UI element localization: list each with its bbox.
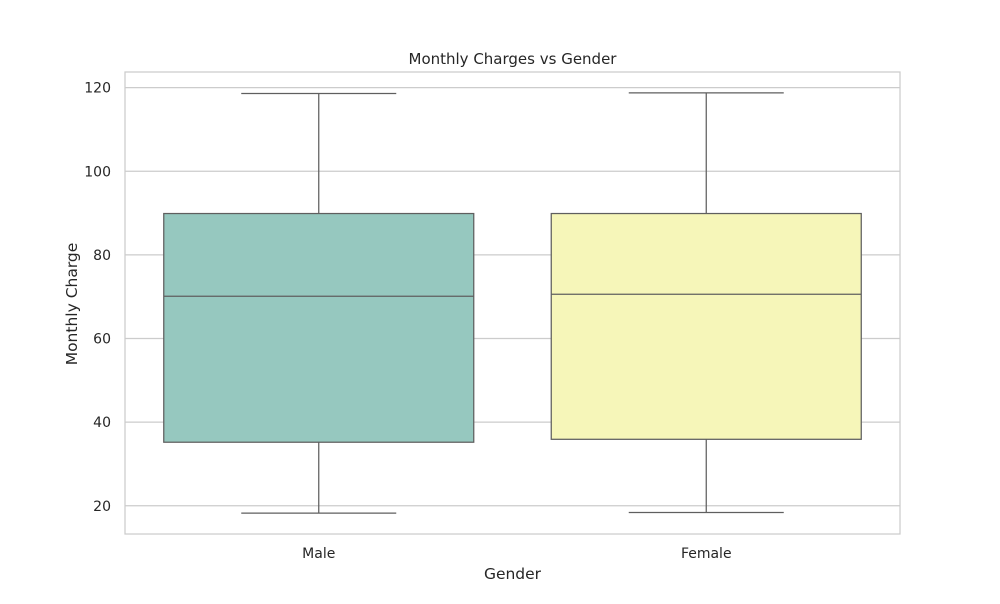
y-axis-label: Monthly Charge xyxy=(63,243,81,366)
y-tick-label: 40 xyxy=(93,415,111,431)
x-axis-label: Gender xyxy=(484,565,542,583)
y-tick-label: 120 xyxy=(84,81,111,97)
x-tick-label: Male xyxy=(302,546,335,562)
boxes xyxy=(163,92,862,514)
y-tick-label: 80 xyxy=(93,248,111,264)
y-axis-ticks: 20 40 60 80 100 120 xyxy=(84,81,111,515)
y-tick-label: 60 xyxy=(93,332,111,348)
y-tick-label: 100 xyxy=(84,164,111,180)
plot-frame xyxy=(124,71,901,535)
x-tick-label: Female xyxy=(681,546,732,562)
y-tick-label: 20 xyxy=(93,499,111,515)
box-iqr xyxy=(550,212,862,440)
x-axis-ticks: Male Female xyxy=(302,546,731,562)
chart-title: Monthly Charges vs Gender xyxy=(409,50,618,68)
box-male xyxy=(163,92,475,514)
box-iqr xyxy=(163,212,475,443)
box-female xyxy=(550,92,862,514)
